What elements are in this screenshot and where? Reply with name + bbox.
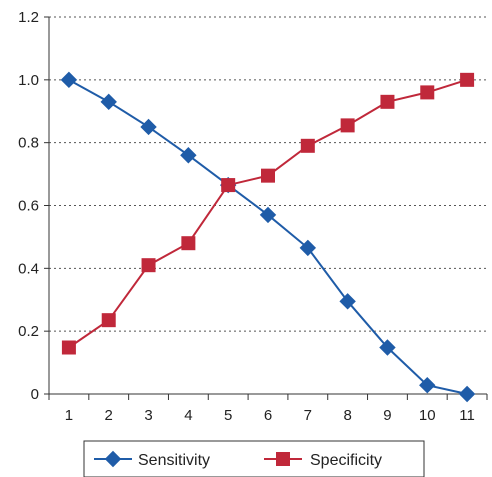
data-point (261, 168, 275, 183)
y-tick-label: 0.2 (18, 323, 39, 340)
legend-label: Sensitivity (138, 452, 210, 469)
legend-item: Sensitivity (94, 450, 210, 469)
legend-marker (104, 450, 122, 468)
data-point (259, 206, 277, 224)
x-tick-label: 2 (105, 407, 113, 424)
data-point (380, 94, 395, 109)
data-point (181, 236, 196, 251)
data-point (60, 71, 78, 89)
x-tick-label: 1 (65, 407, 73, 424)
legend-label: Specificity (310, 452, 382, 469)
data-point (221, 178, 236, 193)
series-specificity (61, 72, 475, 355)
data-point (180, 147, 197, 164)
data-point (379, 339, 396, 356)
series (60, 71, 476, 403)
series-line (68, 78, 468, 395)
data-point (339, 293, 356, 310)
data-point (340, 118, 355, 133)
data-point (61, 340, 76, 355)
x-tick-label: 4 (184, 407, 192, 424)
data-point (300, 138, 315, 153)
data-point (101, 313, 116, 328)
legend-item: Specificity (264, 452, 382, 469)
data-point (100, 93, 117, 111)
x-tick-label: 5 (224, 407, 232, 424)
y-axis-ticks: 0 0.2 0.4 0.6 0.8 1.0 1.2 (18, 9, 49, 403)
data-point (458, 385, 476, 403)
data-point (460, 72, 475, 87)
data-point (419, 376, 436, 394)
y-tick-label: 1.2 (18, 9, 39, 26)
x-tick-label: 8 (343, 407, 351, 424)
data-point (141, 258, 156, 273)
data-point (299, 239, 317, 257)
x-tick-label: 10 (419, 407, 436, 424)
data-point (140, 118, 157, 136)
data-point (420, 85, 435, 100)
grid-lines (49, 16, 487, 332)
x-axis-ticks: 1 2 3 4 5 6 7 8 9 10 11 (48, 394, 488, 424)
legend-marker (276, 452, 290, 466)
y-tick-label: 1.0 (18, 72, 39, 89)
x-tick-label: 11 (459, 407, 475, 424)
series-sensitivity (60, 71, 476, 403)
legend-box (83, 440, 425, 477)
y-tick-label: 0.4 (18, 260, 39, 277)
y-tick-label: 0 (31, 386, 39, 403)
x-tick-label: 7 (304, 407, 312, 424)
legend: Sensitivity Specificity (83, 440, 425, 477)
y-tick-label: 0.6 (18, 198, 39, 215)
x-tick-label: 9 (383, 407, 391, 424)
x-tick-label: 3 (144, 407, 152, 424)
x-tick-label: 6 (264, 407, 272, 424)
y-tick-label: 0.8 (18, 135, 39, 152)
